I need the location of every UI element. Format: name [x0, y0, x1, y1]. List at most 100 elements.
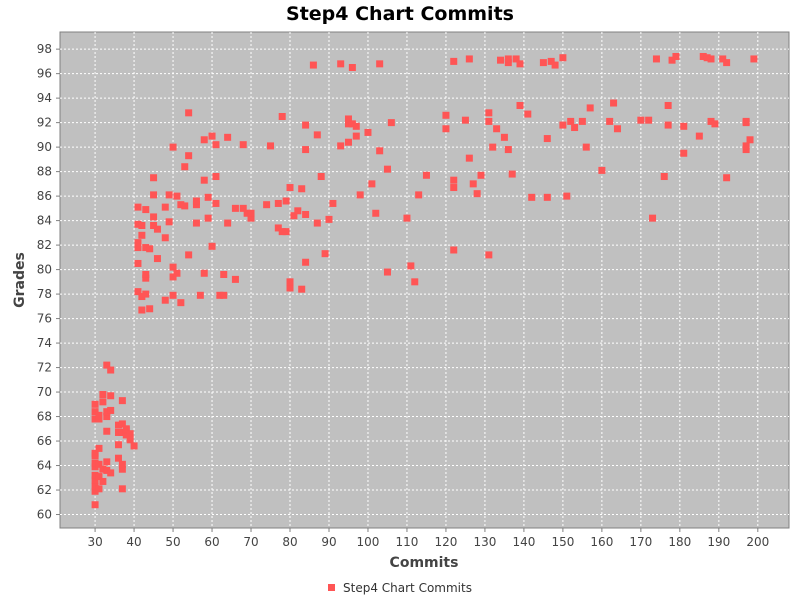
data-point [707, 117, 715, 125]
data-point [329, 199, 337, 207]
data-point [150, 222, 158, 230]
data-point [325, 215, 333, 223]
data-point [543, 193, 551, 201]
data-point [91, 487, 99, 495]
y-tick-label: 70 [37, 385, 52, 399]
data-point [118, 465, 126, 473]
data-point [142, 290, 150, 298]
data-point [138, 222, 146, 230]
data-point [216, 291, 224, 299]
data-point [267, 142, 275, 150]
x-tick-label: 120 [434, 535, 457, 549]
data-point [122, 425, 130, 433]
data-point [543, 135, 551, 143]
data-point [247, 209, 255, 217]
data-point [286, 184, 294, 192]
x-tick-label: 30 [87, 535, 102, 549]
data-point [239, 141, 247, 149]
data-point [95, 411, 103, 419]
data-point [664, 121, 672, 129]
data-point [723, 59, 731, 67]
data-point [652, 55, 660, 63]
data-point [660, 173, 668, 181]
y-tick-label: 62 [37, 483, 52, 497]
data-point [107, 406, 115, 414]
x-tick-label: 130 [473, 535, 496, 549]
data-point [649, 214, 657, 222]
data-point [469, 180, 477, 188]
data-point [723, 174, 731, 182]
data-point [208, 242, 216, 250]
data-point [403, 214, 411, 222]
x-tick-label: 140 [512, 535, 535, 549]
data-point [212, 199, 220, 207]
y-tick-label: 80 [37, 263, 52, 277]
data-point [173, 269, 181, 277]
x-tick-label: 40 [126, 535, 141, 549]
data-point [516, 101, 524, 109]
data-point [95, 485, 103, 493]
data-point [485, 251, 493, 259]
data-point [169, 263, 177, 271]
data-point [317, 173, 325, 181]
data-point [181, 163, 189, 171]
data-point [99, 465, 107, 473]
data-point [450, 57, 458, 65]
data-point [286, 284, 294, 292]
data-point [95, 460, 103, 468]
data-point [278, 228, 286, 236]
data-point [150, 213, 158, 221]
data-point [465, 154, 473, 162]
data-point [150, 174, 158, 182]
data-point [364, 128, 372, 136]
data-point [309, 61, 317, 69]
data-point [169, 143, 177, 151]
data-point [247, 214, 255, 222]
x-tick-label: 200 [746, 535, 769, 549]
data-point [91, 471, 99, 479]
x-tick-label: 170 [629, 535, 652, 549]
data-point [313, 131, 321, 139]
data-point [500, 133, 508, 141]
data-point [91, 415, 99, 423]
data-point [695, 132, 703, 140]
data-point [99, 391, 107, 399]
data-point [450, 246, 458, 254]
data-point [337, 142, 345, 150]
data-point [668, 56, 676, 64]
data-point [146, 245, 154, 253]
data-point [742, 146, 750, 154]
data-point [610, 99, 618, 107]
data-point [204, 214, 212, 222]
data-point [142, 244, 150, 252]
data-point [231, 204, 239, 212]
data-point [442, 111, 450, 119]
data-point [118, 428, 126, 436]
data-point [200, 136, 208, 144]
data-point [559, 121, 567, 129]
y-tick-label: 92 [37, 116, 52, 130]
data-point [707, 55, 715, 63]
data-point [103, 408, 111, 416]
data-point [742, 117, 750, 125]
data-point [582, 143, 590, 151]
data-point [278, 113, 286, 121]
data-point [504, 146, 512, 154]
data-point [114, 428, 122, 436]
data-point [348, 120, 356, 128]
data-point [161, 296, 169, 304]
data-point [613, 125, 621, 133]
data-point [118, 397, 126, 405]
data-point [719, 55, 727, 63]
data-point [134, 288, 142, 296]
data-point [711, 120, 719, 128]
data-point [415, 191, 423, 199]
y-tick-label: 88 [37, 165, 52, 179]
y-tick-label: 68 [37, 410, 52, 424]
x-tick-label: 160 [590, 535, 613, 549]
data-point [485, 109, 493, 117]
data-point [313, 219, 321, 227]
data-point [337, 60, 345, 68]
legend-label: Step4 Chart Commits [343, 581, 472, 595]
data-point [504, 59, 512, 67]
